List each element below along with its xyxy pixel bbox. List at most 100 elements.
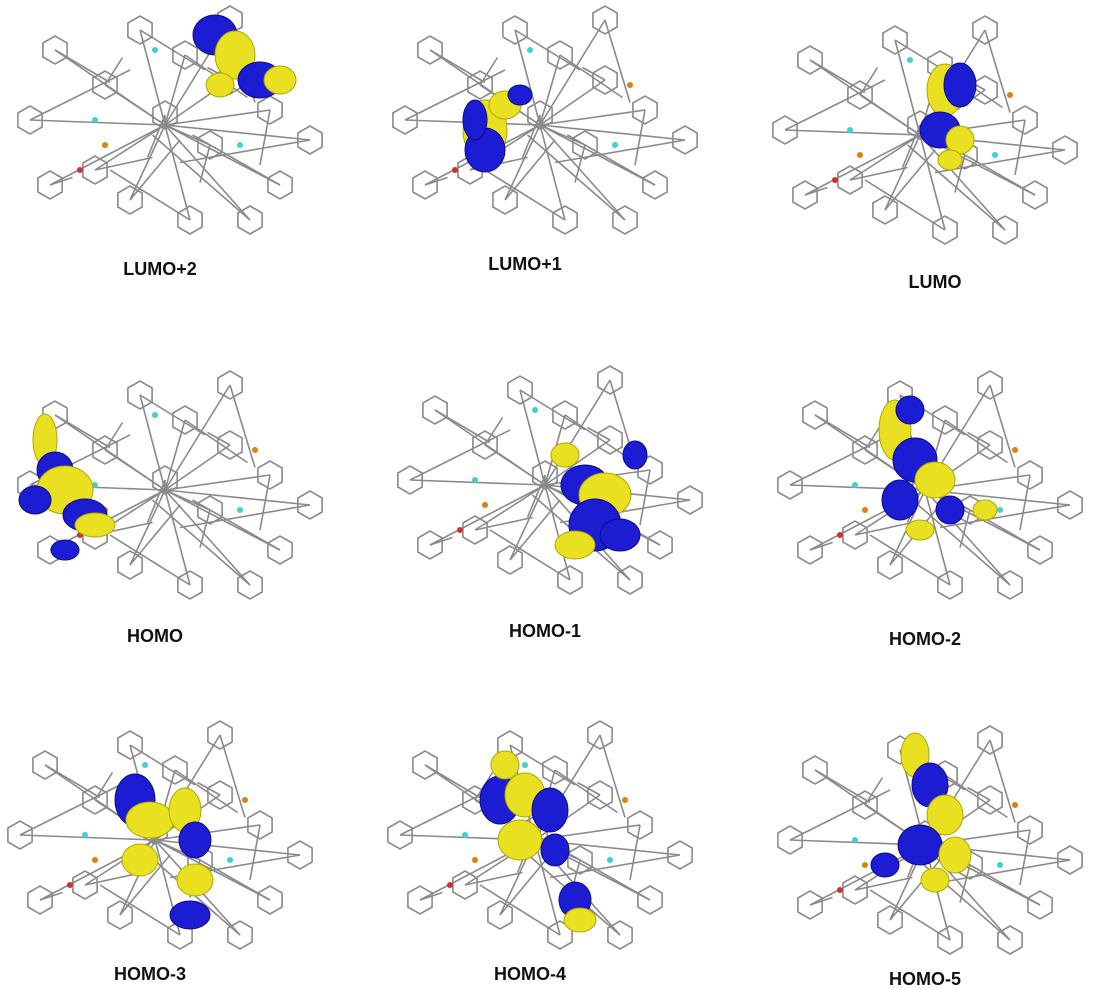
orbital-lobe	[122, 844, 158, 876]
molecule-panel	[393, 6, 697, 234]
atom	[852, 837, 858, 843]
molecule-panel	[778, 726, 1082, 954]
atom	[152, 47, 158, 53]
bond	[105, 58, 123, 86]
orbital-lobe	[600, 519, 640, 551]
atom	[837, 887, 843, 893]
orbital-lobe	[882, 480, 918, 520]
bond	[153, 500, 251, 585]
atom	[92, 857, 98, 863]
orbital-lobe	[177, 864, 213, 896]
atom	[82, 832, 88, 838]
orbital-lobe	[938, 150, 962, 170]
orbital-label: HOMO-1	[509, 621, 581, 641]
atom	[607, 857, 613, 863]
atom	[152, 412, 158, 418]
atom	[237, 142, 243, 148]
atom	[532, 407, 538, 413]
molecule-panel	[398, 366, 702, 594]
bond	[165, 420, 185, 490]
atom	[77, 167, 83, 173]
bond	[480, 58, 498, 86]
atom	[472, 477, 478, 483]
bond	[510, 500, 560, 560]
orbital-lobe	[75, 513, 115, 537]
atom	[447, 882, 453, 888]
atom	[227, 857, 233, 863]
orbital-lobe	[939, 837, 971, 873]
bond	[903, 125, 921, 168]
atom	[252, 447, 258, 453]
bond	[865, 778, 883, 806]
orbital-lobe	[126, 802, 174, 838]
bond	[605, 20, 630, 103]
bond	[105, 423, 123, 451]
orbital-lobe	[508, 85, 532, 105]
atom	[612, 142, 618, 148]
orbital-lobe	[179, 822, 211, 858]
orbital-label: HOMO-5	[889, 969, 961, 989]
atom	[1012, 447, 1018, 453]
atom	[627, 82, 633, 88]
orbital-label: HOMO-4	[494, 964, 566, 984]
orbital-lobe	[936, 496, 964, 524]
orbital-label: LUMO+1	[488, 254, 562, 274]
bond	[165, 125, 310, 140]
orbital-lobe	[264, 66, 296, 94]
bond	[990, 385, 1015, 468]
orbital-lobe	[973, 500, 997, 520]
bond	[885, 150, 935, 210]
bond	[600, 735, 625, 818]
molecule-panel	[18, 371, 322, 599]
bond	[990, 740, 1015, 823]
orbital-lobe	[498, 820, 542, 860]
orbital-lobe	[170, 901, 210, 929]
orbital-lobe	[915, 462, 955, 498]
atom	[92, 117, 98, 123]
atom	[862, 507, 868, 513]
atom	[837, 532, 843, 538]
atom	[907, 57, 913, 63]
bond	[165, 475, 270, 490]
orbital-lobe	[623, 441, 647, 469]
bond	[500, 855, 550, 915]
bond	[505, 140, 555, 200]
orbital-lobe	[206, 73, 234, 97]
orbital-lobe	[51, 540, 79, 560]
orbital-lobe	[532, 788, 568, 832]
atom	[457, 527, 463, 533]
orbital-label: LUMO+2	[123, 259, 197, 279]
orbital-label: LUMO	[909, 272, 962, 292]
bond	[165, 490, 310, 505]
atom	[527, 47, 533, 53]
bond	[540, 110, 645, 125]
bond	[165, 490, 280, 550]
orbital-lobe	[491, 751, 519, 779]
bond	[485, 418, 503, 446]
bond	[153, 135, 251, 220]
atom	[852, 482, 858, 488]
bond	[155, 840, 300, 855]
orbital-lobe	[19, 486, 51, 514]
atom	[1012, 802, 1018, 808]
bond	[220, 735, 245, 818]
bond	[130, 140, 180, 200]
bond	[985, 30, 1010, 113]
orbital-figure: LUMO+2LUMO+1LUMOHOMOHOMO-1HOMO-2HOMO-3HO…	[0, 0, 1113, 989]
atom	[857, 152, 863, 158]
bond	[540, 55, 560, 125]
orbital-lobe	[898, 825, 942, 865]
orbital-lobe	[906, 520, 934, 540]
molecule-panel	[773, 16, 1077, 244]
bond	[165, 445, 230, 490]
bond	[148, 480, 166, 523]
bond	[540, 125, 655, 185]
bond	[130, 505, 180, 565]
atom	[102, 142, 108, 148]
atom	[622, 797, 628, 803]
bond	[95, 773, 113, 801]
orbital-lobe	[551, 443, 579, 467]
orbital-label: HOMO-3	[114, 964, 186, 984]
orbital-lobe	[871, 853, 899, 877]
atom	[522, 762, 528, 768]
